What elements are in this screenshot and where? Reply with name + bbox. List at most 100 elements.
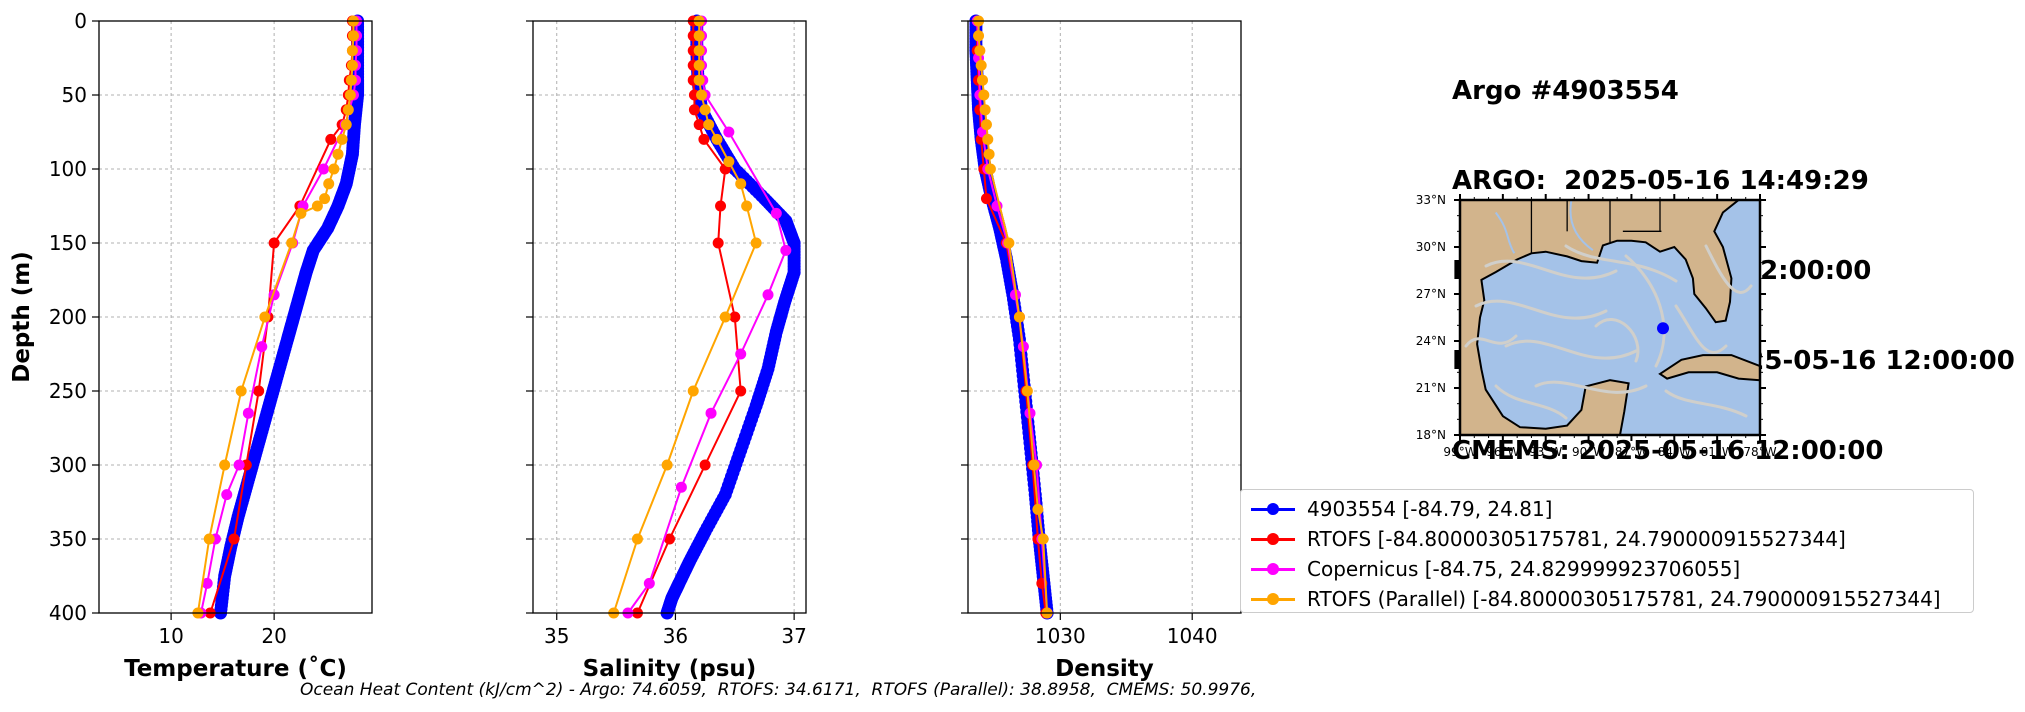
- location-map: 33°N 30°N 27°N 24°N 21°N 18°N 99°W 96°W 93°W 90°W…: [1416, 193, 1777, 459]
- series-argo-line: [219, 21, 359, 614]
- series-copernicus-point: [723, 126, 735, 138]
- state-borders: [1530, 200, 1662, 254]
- series-rtofs-parallel-point: [984, 163, 996, 175]
- y-tick-label: 0: [74, 9, 87, 33]
- current-line: [1704, 244, 1753, 294]
- map-lat-label: 18°N: [1416, 428, 1446, 442]
- series-rtofs-parallel-point: [974, 45, 986, 57]
- ocean-heat-content-note: Ocean Heat Content (kJ/cm^2) - Argo: 74.…: [300, 680, 1257, 700]
- x-axis-label: Salinity (psu): [583, 656, 757, 682]
- river: [1494, 211, 1516, 254]
- legend: 4903554 [-84.79, 24.81] RTOFS [-84.80000…: [1240, 489, 1974, 613]
- legend-item-rtofs-parallel: RTOFS (Parallel) [-84.80000305175781, 24…: [1241, 584, 1941, 614]
- series-rtofs-parallel-point: [345, 74, 357, 86]
- x-tick-label: 10: [158, 624, 183, 648]
- series-rtofs-parallel-point: [979, 104, 991, 116]
- map-lon-label: 99°W: [1443, 445, 1476, 459]
- series-rtofs-parallel-point: [203, 533, 215, 545]
- float-id-title: Argo #4903554: [1452, 76, 1679, 106]
- series-rtofs-point: [712, 237, 724, 249]
- y-tick-label: 400: [49, 601, 87, 625]
- current-line: [1484, 259, 1618, 280]
- plot-frame: [967, 20, 1242, 614]
- current-line: [1494, 384, 1568, 420]
- series-rtofs-parallel-point: [735, 178, 747, 190]
- series-rtofs-point: [735, 385, 747, 397]
- series-rtofs-parallel-point: [319, 193, 331, 205]
- series-rtofs-parallel-point: [723, 156, 735, 168]
- series-rtofs-parallel-point: [332, 148, 344, 160]
- map-lon-label: 84°W: [1658, 445, 1691, 459]
- series-rtofs-parallel-point: [286, 237, 298, 249]
- x-tick-label: 37: [781, 624, 806, 648]
- temperature-panel: 0 50 100 150 200 250 300 350 400 10 20 Temperature …: [9, 9, 373, 682]
- current-line: [1504, 339, 1638, 360]
- series-rtofs-parallel-point: [219, 459, 231, 471]
- series-rtofs-parallel-markers: [608, 15, 762, 619]
- y-tick-label: 300: [49, 453, 87, 477]
- y-tick-label: 150: [49, 231, 87, 255]
- series-rtofs-parallel-point: [693, 30, 705, 42]
- cuba-island: [1658, 354, 1760, 382]
- x-tick-label: 20: [261, 624, 286, 648]
- series-rtofs-parallel-point: [661, 459, 673, 471]
- series-rtofs-point: [699, 459, 711, 471]
- argo-time-line: ARGO: 2025-05-16 14:49:29: [1452, 166, 1869, 196]
- series-rtofs-parallel-point: [711, 133, 723, 145]
- series-rtofs-parallel-point: [631, 533, 643, 545]
- series-rtofs-parallel-point: [978, 89, 990, 101]
- legend-marker-rtofs-parallel: [1251, 584, 1295, 614]
- series-rtofs-point: [715, 200, 727, 212]
- x-tick-label: 36: [663, 624, 688, 648]
- series-rtofs-parallel-point: [336, 133, 348, 145]
- series-copernicus-point: [735, 348, 747, 360]
- map-lat-label: 33°N: [1416, 193, 1446, 207]
- series-rtofs-point: [253, 385, 265, 397]
- series-copernicus-point: [221, 489, 233, 501]
- legend-item-rtofs: RTOFS [-84.80000305175781, 24.7900009155…: [1241, 524, 1846, 554]
- series-rtofs-parallel-point: [980, 119, 992, 131]
- series-copernicus-point: [675, 481, 687, 493]
- map-lon-label: 90°W: [1572, 445, 1605, 459]
- series-rtofs-parallel-point: [693, 74, 705, 86]
- series-rtofs-parallel-point: [975, 59, 987, 71]
- series-rtofs-parallel-point: [295, 207, 307, 219]
- series-copernicus-point: [770, 207, 782, 219]
- salinity-panel: 35 36 37 Salinity (psu): [526, 14, 807, 682]
- series-copernicus-point: [762, 289, 774, 301]
- current-line: [1474, 299, 1608, 320]
- series-copernicus-point: [318, 163, 330, 175]
- float-location-marker: [1657, 322, 1669, 335]
- series-rtofs-parallel-point: [719, 311, 731, 323]
- series-rtofs-parallel-point: [1013, 311, 1025, 323]
- series-copernicus-point: [256, 341, 268, 353]
- series-rtofs-parallel-point: [259, 311, 271, 323]
- x-tick-label: 35: [544, 624, 569, 648]
- series-rtofs-point: [729, 311, 741, 323]
- map-lon-label: 78°W: [1743, 445, 1776, 459]
- series-copernicus-point: [242, 407, 254, 419]
- series-rtofs-parallel-point: [750, 237, 762, 249]
- current-line: [1594, 318, 1640, 363]
- series-rtofs-parallel-point: [1021, 385, 1033, 397]
- series-rtofs-parallel-point: [344, 89, 356, 101]
- map-frame: [1458, 198, 1762, 437]
- map-lon-label: 87°W: [1615, 445, 1648, 459]
- x-axis-label: Density: [1055, 656, 1154, 682]
- y-tick-label: 50: [62, 83, 87, 107]
- series-rtofs-point: [980, 193, 992, 205]
- legend-marker-copernicus: [1251, 554, 1295, 584]
- y-tick-label: 100: [49, 157, 87, 181]
- series-copernicus-point: [233, 459, 245, 471]
- y-axis-label: Depth (m): [9, 251, 35, 383]
- series-rtofs-parallel-point: [693, 59, 705, 71]
- legend-label-rtofs-parallel: RTOFS (Parallel) [-84.80000305175781, 24…: [1307, 587, 1941, 611]
- density-panel: 1030 1040 Density: [961, 14, 1242, 682]
- series-rtofs-point: [325, 133, 337, 145]
- legend-label-argo: 4903554 [-84.79, 24.81]: [1307, 497, 1553, 521]
- series-rtofs-parallel-point: [346, 59, 358, 71]
- series-rtofs-parallel-point: [328, 163, 340, 175]
- series-copernicus-point: [780, 244, 792, 256]
- ocean-area: [1476, 200, 1760, 435]
